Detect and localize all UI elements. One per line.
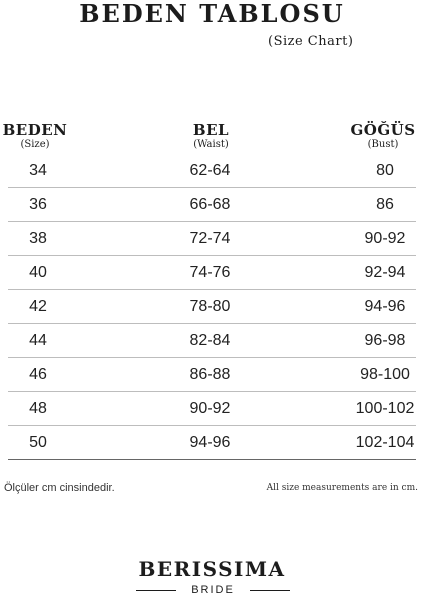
bust-cell: 98-100: [360, 366, 410, 383]
waist-cell: 78-80: [189, 298, 231, 315]
column-header-bust-label: GÖĞÜS: [350, 121, 416, 139]
waist-cell: 66-68: [189, 196, 231, 213]
table-row: 40 74-76 92-94: [8, 256, 416, 290]
waist-cell: 94-96: [189, 434, 231, 451]
size-table: 34 62-64 80 36 66-68 86 38 72-74 90-92 40 74-76 92-…: [8, 154, 416, 460]
bust-cell: 86: [376, 196, 394, 213]
column-header-size: BEDEN (Size): [2, 121, 68, 150]
page-title: BEDEN TABLOSU: [79, 0, 345, 28]
size-cell: 44: [29, 332, 47, 349]
table-row: 36 66-68 86: [8, 188, 416, 222]
brand-tagline-row: BRIDE: [136, 583, 290, 597]
column-header-waist-label: BEL: [192, 121, 230, 139]
bust-cell: 96-98: [364, 332, 406, 349]
bust-cell: 94-96: [364, 298, 406, 315]
size-cell: 48: [29, 400, 47, 417]
size-cell: 40: [29, 264, 47, 281]
waist-cell: 74-76: [189, 264, 231, 281]
column-header-size-label: BEDEN: [2, 121, 68, 139]
tagline-divider-left: [136, 590, 176, 591]
brand-tagline: BRIDE: [191, 584, 235, 596]
column-header-bust: GÖĞÜS (Bust): [344, 121, 422, 150]
table-row: 46 86-88 98-100: [8, 358, 416, 392]
table-row: 44 82-84 96-98: [8, 324, 416, 358]
table-row: 42 78-80 94-96: [8, 290, 416, 324]
tagline-divider-right: [250, 590, 290, 591]
waist-cell: 90-92: [189, 400, 231, 417]
unit-note-turkish: Ölçüler cm cinsindedir.: [4, 482, 115, 494]
waist-cell: 86-88: [189, 366, 231, 383]
size-cell: 42: [29, 298, 47, 315]
bust-cell: 80: [376, 162, 394, 179]
table-row: 34 62-64 80: [8, 154, 416, 188]
table-row: 50 94-96 102-104: [8, 426, 416, 460]
size-cell: 34: [29, 162, 47, 179]
column-header-waist-sublabel: (Waist): [193, 139, 229, 150]
table-row: 48 90-92 100-102: [8, 392, 416, 426]
bust-cell: 92-94: [364, 264, 406, 281]
bust-cell: 90-92: [364, 230, 406, 247]
size-cell: 36: [29, 196, 47, 213]
column-header-bust-sublabel: (Bust): [367, 139, 399, 150]
brand-logo: BERISSIMA: [138, 557, 286, 581]
column-header-waist: BEL (Waist): [176, 121, 246, 150]
size-cell: 38: [29, 230, 47, 247]
unit-note-english: All size measurements are in cm.: [266, 483, 418, 493]
page-subtitle: (Size Chart): [268, 34, 354, 49]
size-cell: 46: [29, 366, 47, 383]
table-row: 38 72-74 90-92: [8, 222, 416, 256]
waist-cell: 82-84: [189, 332, 231, 349]
bust-cell: 102-104: [355, 434, 415, 451]
waist-cell: 72-74: [189, 230, 231, 247]
waist-cell: 62-64: [189, 162, 231, 179]
bust-cell: 100-102: [355, 400, 415, 417]
size-cell: 50: [29, 434, 47, 451]
column-header-size-sublabel: (Size): [20, 139, 50, 150]
